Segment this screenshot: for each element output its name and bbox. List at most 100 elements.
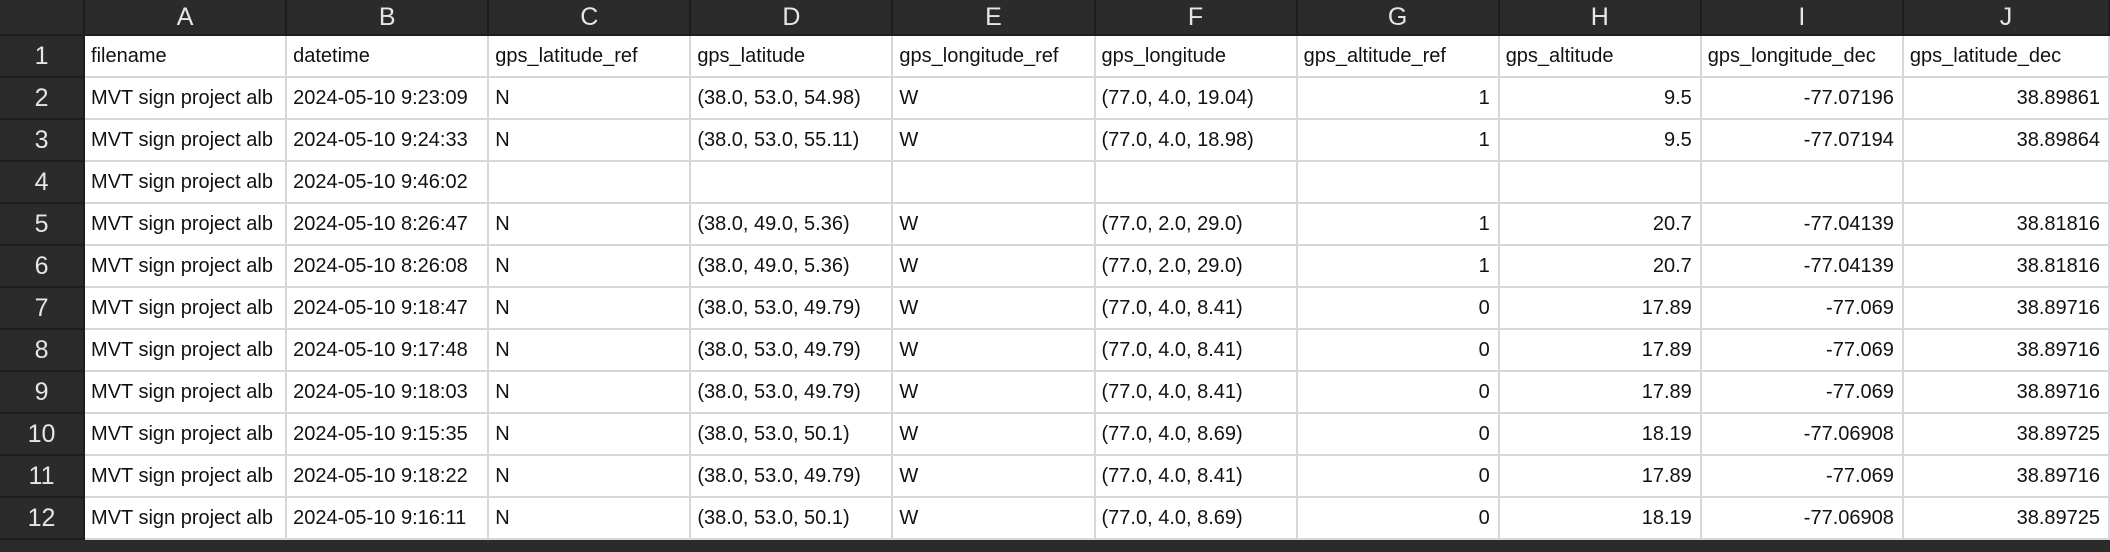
- cell-d11[interactable]: (38.0, 53.0, 49.79): [690, 455, 894, 498]
- cell-i1[interactable]: gps_longitude_dec: [1700, 35, 1904, 78]
- cell-h4[interactable]: [1498, 161, 1702, 204]
- cell-f6[interactable]: (77.0, 2.0, 29.0): [1094, 245, 1298, 288]
- cell-g7[interactable]: 0: [1296, 287, 1500, 330]
- cell-d1[interactable]: gps_latitude: [690, 35, 894, 78]
- cell-i8[interactable]: -77.069: [1700, 329, 1904, 372]
- cell-j5[interactable]: 38.81816: [1902, 203, 2110, 246]
- cell-e2[interactable]: W: [892, 77, 1096, 120]
- cell-c8[interactable]: N: [488, 329, 692, 372]
- cell-g8[interactable]: 0: [1296, 329, 1500, 372]
- cell-j9[interactable]: 38.89716: [1902, 371, 2110, 414]
- column-header-j[interactable]: J: [1902, 0, 2110, 36]
- cell-g5[interactable]: 1: [1296, 203, 1500, 246]
- cell-f7[interactable]: (77.0, 4.0, 8.41): [1094, 287, 1298, 330]
- column-header-d[interactable]: D: [690, 0, 894, 36]
- cell-d3[interactable]: (38.0, 53.0, 55.11): [690, 119, 894, 162]
- column-header-i[interactable]: I: [1700, 0, 1904, 36]
- cell-h8[interactable]: 17.89: [1498, 329, 1702, 372]
- cell-b5[interactable]: 2024-05-10 8:26:47: [286, 203, 490, 246]
- cell-b9[interactable]: 2024-05-10 9:18:03: [286, 371, 490, 414]
- row-header[interactable]: 9: [0, 371, 86, 414]
- cell-f10[interactable]: (77.0, 4.0, 8.69): [1094, 413, 1298, 456]
- cell-c6[interactable]: N: [488, 245, 692, 288]
- cell-g12[interactable]: 0: [1296, 497, 1500, 540]
- cell-e5[interactable]: W: [892, 203, 1096, 246]
- cell-i10[interactable]: -77.06908: [1700, 413, 1904, 456]
- cell-d8[interactable]: (38.0, 53.0, 49.79): [690, 329, 894, 372]
- cell-c7[interactable]: N: [488, 287, 692, 330]
- cell-e8[interactable]: W: [892, 329, 1096, 372]
- cell-i4[interactable]: [1700, 161, 1904, 204]
- cell-i11[interactable]: -77.069: [1700, 455, 1904, 498]
- cell-e12[interactable]: W: [892, 497, 1096, 540]
- cell-a12[interactable]: MVT sign project alb: [84, 497, 288, 540]
- cell-i2[interactable]: -77.07196: [1700, 77, 1904, 120]
- cell-a7[interactable]: MVT sign project alb: [84, 287, 288, 330]
- cell-h3[interactable]: 9.5: [1498, 119, 1702, 162]
- row-header[interactable]: 10: [0, 413, 86, 456]
- cell-c12[interactable]: N: [488, 497, 692, 540]
- cell-b10[interactable]: 2024-05-10 9:15:35: [286, 413, 490, 456]
- row-header[interactable]: 3: [0, 119, 86, 162]
- cell-a9[interactable]: MVT sign project alb: [84, 371, 288, 414]
- cell-j1[interactable]: gps_latitude_dec: [1902, 35, 2110, 78]
- cell-d2[interactable]: (38.0, 53.0, 54.98): [690, 77, 894, 120]
- row-header[interactable]: 4: [0, 161, 86, 204]
- cell-h2[interactable]: 9.5: [1498, 77, 1702, 120]
- row-header[interactable]: 5: [0, 203, 86, 246]
- cell-a5[interactable]: MVT sign project alb: [84, 203, 288, 246]
- cell-i6[interactable]: -77.04139: [1700, 245, 1904, 288]
- cell-c9[interactable]: N: [488, 371, 692, 414]
- row-header[interactable]: 7: [0, 287, 86, 330]
- cell-h9[interactable]: 17.89: [1498, 371, 1702, 414]
- row-header[interactable]: 6: [0, 245, 86, 288]
- cell-c10[interactable]: N: [488, 413, 692, 456]
- column-header-e[interactable]: E: [892, 0, 1096, 36]
- row-header[interactable]: 12: [0, 497, 86, 540]
- cell-i3[interactable]: -77.07194: [1700, 119, 1904, 162]
- cell-a8[interactable]: MVT sign project alb: [84, 329, 288, 372]
- cell-f2[interactable]: (77.0, 4.0, 19.04): [1094, 77, 1298, 120]
- cell-e7[interactable]: W: [892, 287, 1096, 330]
- row-header[interactable]: 8: [0, 329, 86, 372]
- cell-f9[interactable]: (77.0, 4.0, 8.41): [1094, 371, 1298, 414]
- cell-h12[interactable]: 18.19: [1498, 497, 1702, 540]
- cell-a11[interactable]: MVT sign project alb: [84, 455, 288, 498]
- cell-d12[interactable]: (38.0, 53.0, 50.1): [690, 497, 894, 540]
- cell-g11[interactable]: 0: [1296, 455, 1500, 498]
- cell-h10[interactable]: 18.19: [1498, 413, 1702, 456]
- cell-b12[interactable]: 2024-05-10 9:16:11: [286, 497, 490, 540]
- column-header-g[interactable]: G: [1296, 0, 1500, 36]
- cell-h11[interactable]: 17.89: [1498, 455, 1702, 498]
- cell-g10[interactable]: 0: [1296, 413, 1500, 456]
- cell-e1[interactable]: gps_longitude_ref: [892, 35, 1096, 78]
- column-header-c[interactable]: C: [488, 0, 692, 36]
- row-header[interactable]: 11: [0, 455, 86, 498]
- cell-e4[interactable]: [892, 161, 1096, 204]
- cell-b8[interactable]: 2024-05-10 9:17:48: [286, 329, 490, 372]
- cell-i9[interactable]: -77.069: [1700, 371, 1904, 414]
- cell-b3[interactable]: 2024-05-10 9:24:33: [286, 119, 490, 162]
- cell-j3[interactable]: 38.89864: [1902, 119, 2110, 162]
- cell-c5[interactable]: N: [488, 203, 692, 246]
- cell-g4[interactable]: [1296, 161, 1500, 204]
- cell-a3[interactable]: MVT sign project alb: [84, 119, 288, 162]
- row-header[interactable]: 1: [0, 35, 86, 78]
- cell-j2[interactable]: 38.89861: [1902, 77, 2110, 120]
- column-header-b[interactable]: B: [286, 0, 490, 36]
- cell-j7[interactable]: 38.89716: [1902, 287, 2110, 330]
- select-all-corner[interactable]: [0, 0, 86, 36]
- cell-h1[interactable]: gps_altitude: [1498, 35, 1702, 78]
- cell-d6[interactable]: (38.0, 49.0, 5.36): [690, 245, 894, 288]
- cell-j8[interactable]: 38.89716: [1902, 329, 2110, 372]
- cell-d9[interactable]: (38.0, 53.0, 49.79): [690, 371, 894, 414]
- cell-b1[interactable]: datetime: [286, 35, 490, 78]
- cell-f12[interactable]: (77.0, 4.0, 8.69): [1094, 497, 1298, 540]
- cell-c4[interactable]: [488, 161, 692, 204]
- cell-a4[interactable]: MVT sign project alb: [84, 161, 288, 204]
- cell-h5[interactable]: 20.7: [1498, 203, 1702, 246]
- cell-c2[interactable]: N: [488, 77, 692, 120]
- cell-d10[interactable]: (38.0, 53.0, 50.1): [690, 413, 894, 456]
- cell-g3[interactable]: 1: [1296, 119, 1500, 162]
- cell-c11[interactable]: N: [488, 455, 692, 498]
